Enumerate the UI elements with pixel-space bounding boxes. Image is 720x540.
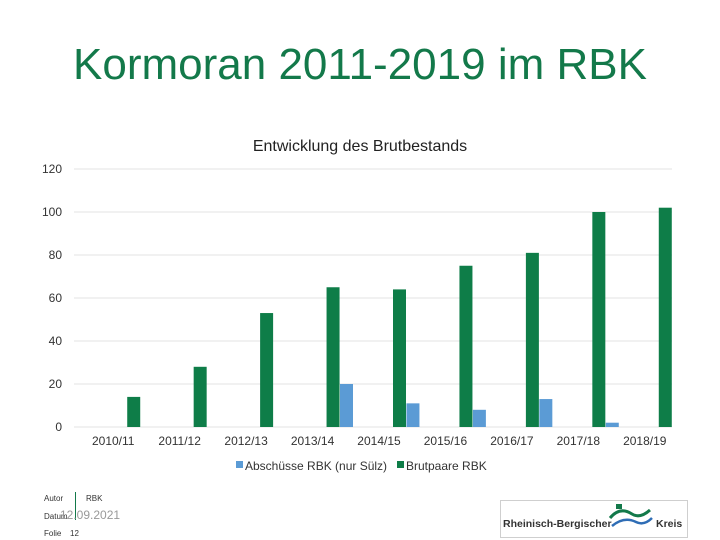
legend-label-brutpaare: Brutpaare RBK: [406, 459, 487, 473]
legend-label-abschuesse: Abschüsse RBK (nur Sülz): [245, 459, 387, 473]
y-tick-label: 80: [49, 248, 63, 262]
folie-value: 12: [70, 529, 79, 538]
x-tick-label: 2010/11: [92, 434, 135, 448]
bar-brutpaare-2016-17: [525, 252, 539, 427]
bar-abschuesse-2018-19: [605, 422, 619, 427]
bar-brutpaare-2011-12: [193, 366, 207, 427]
folie-label: Folie: [44, 529, 62, 538]
x-tick-label: 2014/15: [357, 434, 401, 448]
bar-brutpaare-2017-18: [592, 212, 606, 427]
bars: [127, 207, 672, 427]
autor-label: Autor: [44, 494, 64, 503]
bar-abschuesse-2014-15: [340, 384, 353, 427]
chart-title: Entwicklung des Brutbestands: [253, 138, 467, 155]
x-tick-label: 2016/17: [490, 434, 534, 448]
bar-brutpaare-2012-13: [260, 313, 274, 427]
footer-divider: [75, 492, 76, 520]
y-tick-label: 0: [55, 420, 62, 434]
bar-brutpaare-2015-16: [459, 265, 473, 427]
bar-brutpaare-2014-15: [393, 289, 406, 427]
x-tick-label: 2015/16: [424, 434, 468, 448]
rbk-logo: Rheinisch-Bergischer Kreis: [500, 500, 688, 538]
x-tick-label: 2011/12: [158, 434, 201, 448]
y-tick-label: 120: [42, 162, 62, 176]
x-axis-ticks: 2010/11 2011/12 2012/13 2013/14 2014/15 2015/…: [92, 434, 667, 448]
slide-footer: Autor RBK Datum 12.09.2021 Folie 12 Rhei…: [0, 488, 720, 540]
gridlines: [74, 168, 672, 428]
x-tick-label: 2012/13: [224, 434, 268, 448]
bar-brutpaare-2010-11: [127, 396, 141, 427]
y-axis-ticks: 0 20 40 60 80 100 120: [42, 162, 62, 434]
y-tick-label: 60: [49, 291, 63, 305]
autor-value: RBK: [86, 494, 103, 503]
svg-text:Kreis: Kreis: [656, 518, 682, 530]
y-tick-label: 100: [42, 205, 62, 219]
x-tick-label: 2017/18: [557, 434, 601, 448]
y-tick-label: 20: [49, 377, 63, 391]
slide-title: Kormoran 2011-2019 im RBK: [73, 40, 647, 89]
x-tick-label: 2013/14: [291, 434, 335, 448]
x-tick-label: 2018/19: [623, 434, 667, 448]
legend: Abschüsse RBK (nur Sülz) Brutpaare RBK: [236, 459, 487, 473]
footer-date: 12.09.2021: [60, 508, 121, 522]
legend-swatch-brutpaare: [397, 461, 404, 468]
datum-label: Datum: [44, 512, 68, 521]
bar-abschuesse-2017-18: [539, 399, 553, 427]
svg-text:Rheinisch-Bergischer: Rheinisch-Bergischer: [503, 518, 612, 530]
y-tick-label: 40: [49, 334, 63, 348]
bar-abschuesse-2016-17: [472, 409, 486, 427]
bar-brutpaare-2018-19: [658, 207, 672, 427]
legend-swatch-abschuesse: [236, 461, 243, 468]
bar-abschuesse-2015-16: [406, 403, 420, 427]
bar-brutpaare-2013-14: [326, 287, 340, 427]
